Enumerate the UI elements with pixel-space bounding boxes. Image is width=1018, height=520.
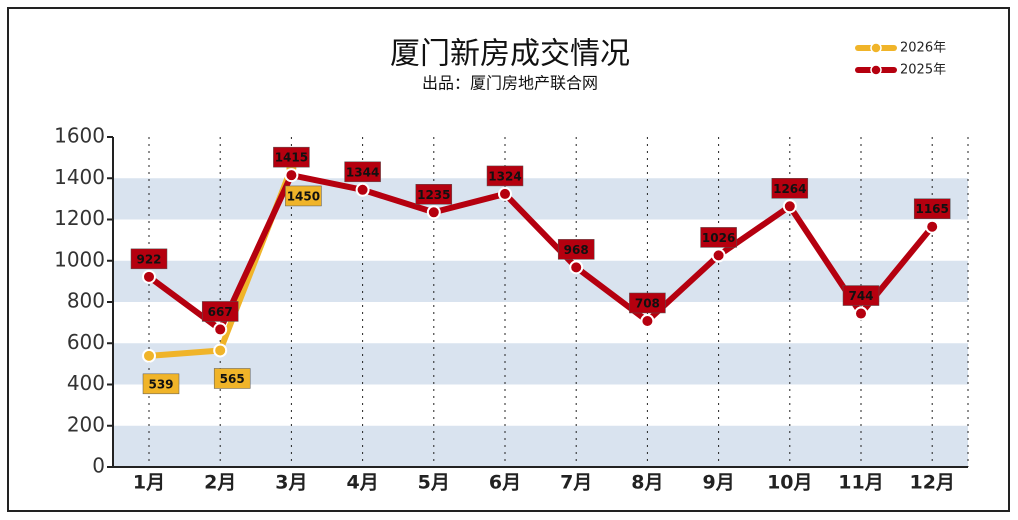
- y-tick-label: 400: [67, 371, 105, 395]
- value-label: 708: [635, 296, 660, 310]
- value-label-box: [771, 178, 809, 199]
- y-tick-label: 1000: [54, 247, 105, 271]
- data-point: [284, 168, 299, 183]
- value-label-box: [557, 239, 595, 260]
- legend-label: 2025年: [900, 63, 946, 78]
- value-label: 744: [848, 289, 873, 303]
- value-label-box: [130, 248, 168, 270]
- value-label-box: [285, 185, 322, 207]
- y-tick-label: 1400: [54, 165, 105, 189]
- x-tick-label: 9月: [702, 472, 734, 494]
- x-tick-label: 11月: [838, 472, 883, 494]
- value-label: 922: [136, 252, 161, 266]
- value-label-box: [213, 368, 251, 389]
- legend-label: 2026年: [900, 41, 946, 56]
- data-point: [640, 313, 655, 328]
- value-label: 1415: [275, 151, 308, 165]
- data-point: [213, 322, 228, 337]
- value-label-box: [842, 285, 880, 306]
- data-point: [213, 343, 228, 358]
- legend-marker: [870, 42, 882, 54]
- x-tick-label: 4月: [346, 472, 378, 494]
- x-tick-label: 10月: [767, 472, 812, 494]
- data-point: [925, 219, 940, 234]
- value-label-box: [201, 301, 239, 322]
- x-tick-label: 12月: [909, 472, 954, 494]
- y-tick-label: 1600: [54, 124, 105, 148]
- value-label: 1165: [915, 202, 948, 216]
- value-label: 1026: [702, 231, 735, 245]
- value-label: 1450: [287, 189, 320, 203]
- value-label-box: [700, 227, 737, 248]
- y-tick-label: 600: [67, 330, 105, 354]
- legend-marker: [870, 64, 882, 76]
- value-label: 968: [564, 243, 589, 257]
- data-point: [142, 269, 156, 284]
- value-label: 667: [208, 305, 233, 319]
- x-tick-label: 3月: [275, 472, 307, 494]
- x-tick-label: 8月: [631, 472, 663, 494]
- grid-band: [113, 425, 968, 467]
- x-tick-label: 5月: [418, 472, 450, 494]
- y-tick-label: 200: [67, 412, 105, 436]
- data-point: [569, 260, 584, 275]
- value-label: 565: [220, 372, 245, 386]
- x-tick-label: 7月: [560, 472, 592, 494]
- value-label: 1264: [773, 182, 806, 196]
- y-tick-label: 1200: [54, 206, 105, 230]
- x-tick-label: 1月: [133, 472, 165, 494]
- value-label: 1324: [488, 169, 521, 183]
- series-line: [147, 172, 935, 333]
- data-point: [711, 248, 726, 263]
- data-point: [782, 199, 797, 214]
- data-point: [355, 182, 370, 197]
- value-label: 1344: [346, 165, 379, 179]
- value-label: 1235: [417, 188, 450, 202]
- value-label-box: [486, 165, 524, 187]
- x-tick-label: 2月: [204, 472, 236, 494]
- data-point: [854, 306, 868, 321]
- grid-band: [113, 343, 968, 385]
- value-label-box: [273, 146, 310, 168]
- value-label-box: [142, 373, 180, 395]
- value-label-box: [913, 198, 951, 219]
- data-point: [142, 348, 156, 363]
- data-point: [426, 205, 441, 220]
- value-label: 539: [148, 377, 173, 391]
- chart-title: 厦门新房成交情况: [390, 37, 630, 72]
- grid-band: [113, 178, 968, 220]
- y-tick-label: 800: [67, 289, 105, 313]
- data-point: [498, 186, 512, 201]
- value-label-box: [629, 292, 666, 314]
- value-label-box: [415, 184, 453, 205]
- y-tick-label: 0: [92, 454, 105, 478]
- chart-subtitle: 出品：厦门房地产联合网: [422, 74, 598, 93]
- value-label-box: [344, 161, 381, 183]
- x-tick-label: 6月: [489, 472, 521, 494]
